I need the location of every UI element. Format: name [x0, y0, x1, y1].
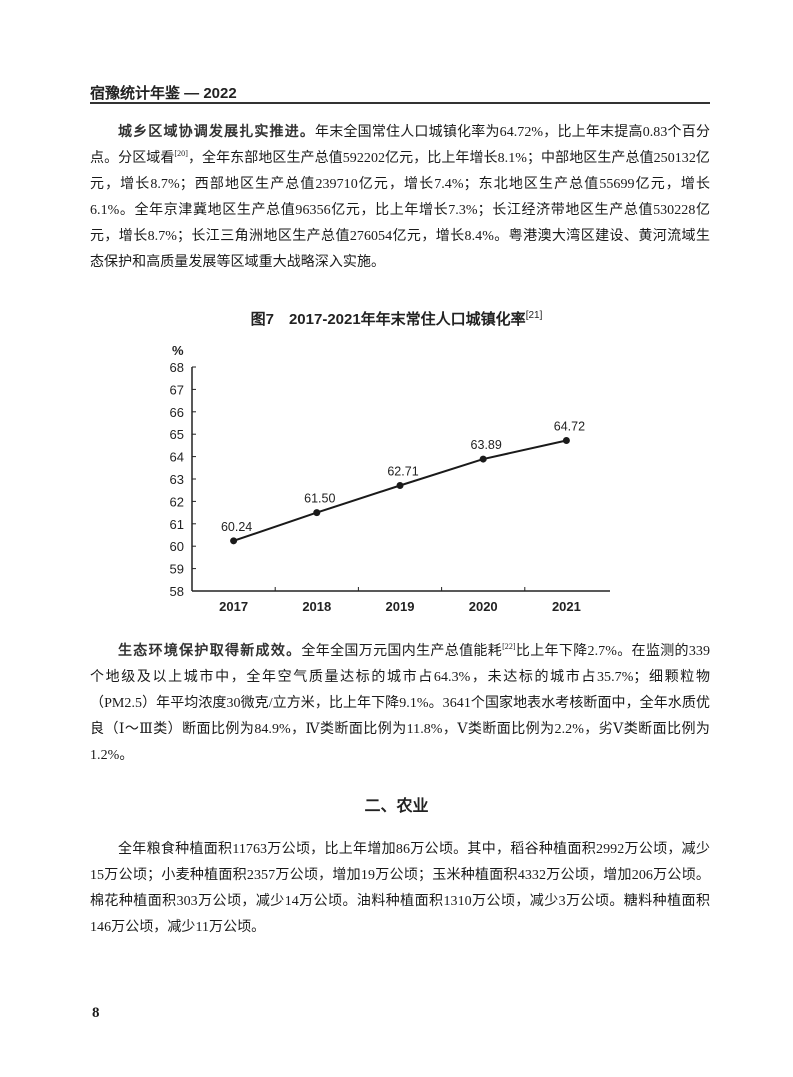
paragraph-regional-development: 城乡区域协调发展扎实推进。年末全国常住人口城镇化率为64.72%，比上年末提高0…: [90, 120, 710, 276]
x-tick-label: 2018: [302, 599, 331, 614]
paragraph-text: 全年全国万元国内生产总值能耗: [301, 644, 503, 659]
footnote-ref: [20]: [174, 149, 188, 158]
y-tick-label: 66: [170, 405, 184, 420]
paragraph-text: 年末全国常住人口城镇化率为64.72%，比上年末提高0.83个百分点。分区域看: [90, 125, 710, 166]
running-header: 宿豫统计年鉴 — 2022: [90, 85, 237, 102]
page-number: 8: [92, 1005, 100, 1021]
y-tick-label: 64: [170, 450, 184, 465]
header-rule: [90, 102, 710, 104]
y-tick-label: 58: [170, 584, 184, 599]
paragraph-ecology: 生态环境保护取得新成效。全年全国万元国内生产总值能耗[22]比上年下降2.7%。…: [90, 639, 710, 769]
y-tick-label: 60: [170, 539, 184, 554]
y-axis-unit: %: [172, 343, 184, 358]
footnote-ref: [22]: [502, 642, 516, 651]
y-tick-label: 65: [170, 427, 184, 442]
paragraph-text: 比上年下降2.7%。在监测的339个地级及以上城市中，全年空气质量达标的城市占6…: [90, 644, 711, 763]
data-label: 64.72: [554, 419, 585, 433]
x-tick-label: 2020: [469, 599, 498, 614]
data-label: 63.89: [471, 438, 502, 452]
section-heading: 二、农业: [364, 798, 429, 815]
data-point: [313, 509, 321, 517]
y-tick-label: 61: [170, 517, 184, 532]
data-point: [230, 537, 238, 545]
x-tick-label: 2019: [386, 599, 415, 614]
paragraph-text: ，全年东部地区生产总值592202亿元，比上年增长8.1%；中部地区生产总值25…: [90, 151, 710, 270]
x-tick-label: 2017: [219, 599, 248, 614]
paragraph-text: 全年粮食种植面积11763万公顷，比上年增加86万公顷。其中，稻谷种植面积299…: [90, 842, 710, 935]
y-tick-label: 68: [170, 360, 184, 375]
y-tick-label: 62: [170, 494, 184, 509]
paragraph-lead: 城乡区域协调发展扎实推进。: [118, 125, 315, 140]
data-point: [562, 436, 570, 444]
data-point: [479, 455, 487, 463]
y-tick-label: 63: [170, 472, 184, 487]
chart-title: 图7 2017-2021年年末常住人口城镇化率[21]: [0, 308, 793, 329]
y-tick-label: 67: [170, 382, 184, 397]
paragraph-lead: 生态环境保护取得新成效。: [118, 644, 302, 659]
data-label: 61.50: [304, 492, 335, 506]
y-tick-label: 59: [170, 562, 184, 577]
x-tick-label: 2021: [552, 599, 581, 614]
data-label: 60.24: [221, 520, 252, 534]
data-point: [396, 481, 404, 489]
paragraph-agriculture: 全年粮食种植面积11763万公顷，比上年增加86万公顷。其中，稻谷种植面积299…: [90, 837, 710, 941]
chart-title-footnote: [21]: [525, 310, 543, 321]
urbanization-line-chart: % 58 59 60 61 62 63 64 65 66 67 68 2017 2018 2019 2020 2…: [170, 343, 610, 614]
data-label: 62.71: [387, 464, 418, 478]
data-line: [233, 439, 567, 542]
chart-title-text: 图7 2017-2021年年末常住人口城镇化率: [250, 311, 526, 328]
